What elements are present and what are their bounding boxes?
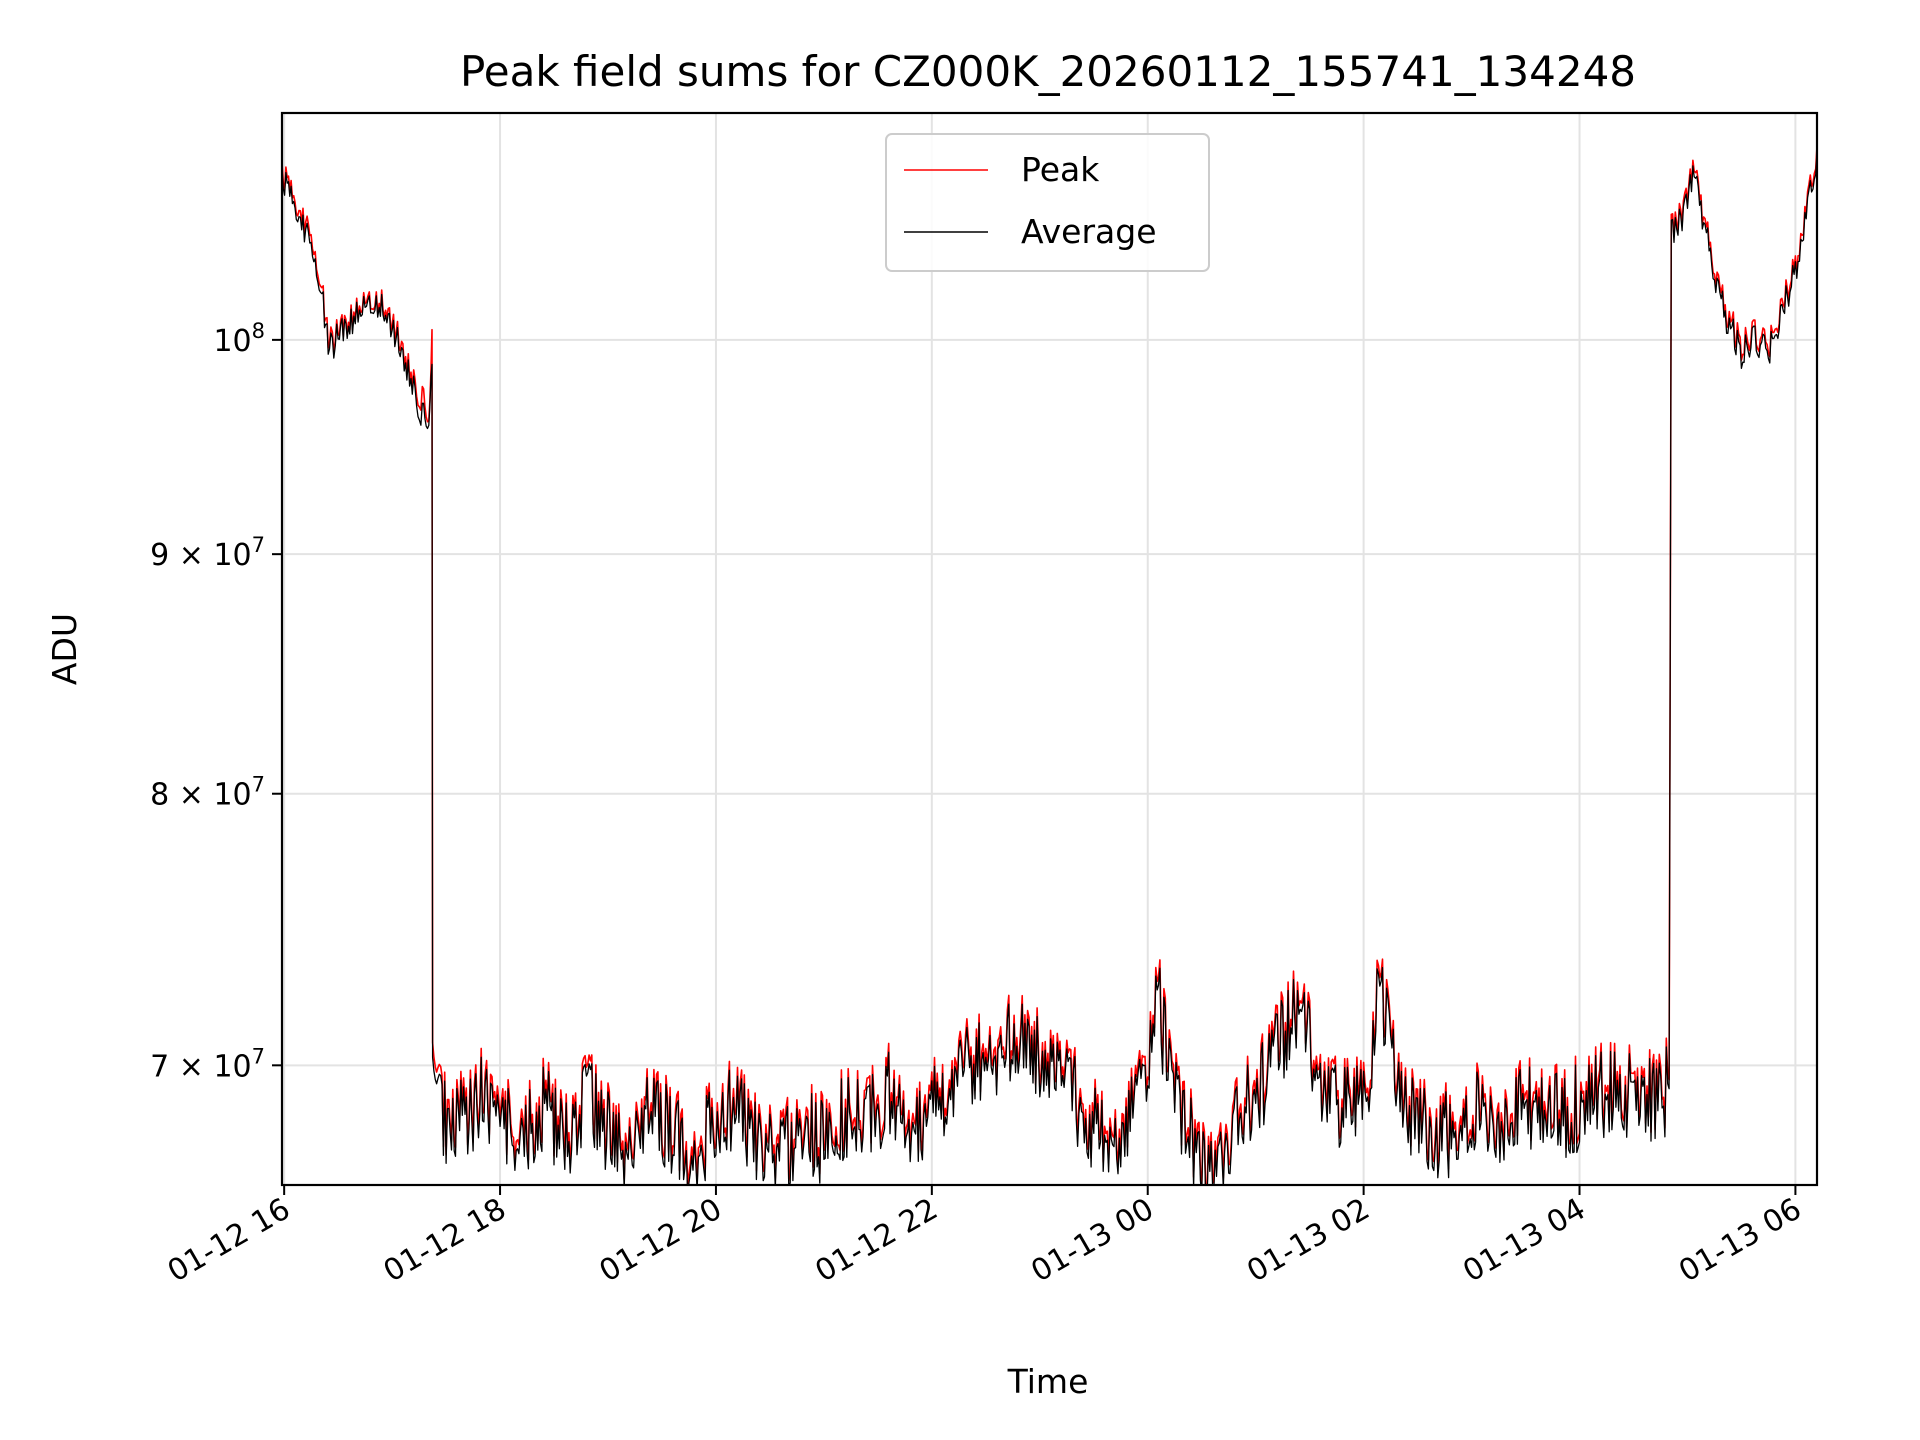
series-layer — [282, 145, 1817, 1185]
legend-average-label: Average — [1021, 212, 1157, 251]
legend-peak-label: Peak — [1021, 150, 1100, 189]
y-tick-label: 9 × 107 — [150, 533, 265, 573]
chart-title: Peak field sums for CZ000K_20260112_1557… — [460, 47, 1636, 96]
series-line-average — [282, 151, 1817, 1185]
y-tick-label: 8 × 107 — [150, 773, 265, 813]
y-axis-label: ADU — [45, 613, 84, 685]
x-axis-label: Time — [1007, 1362, 1089, 1401]
y-tick-label: 7 × 107 — [150, 1044, 265, 1084]
plot-frame — [280, 111, 1819, 1187]
grid-layer — [282, 113, 1817, 1185]
legend: Peak Average — [885, 133, 1210, 272]
legend-box — [885, 133, 1210, 272]
y-tick-label: 108 — [213, 319, 265, 359]
y-axis: 108 9 × 107 8 × 107 7 × 107 — [150, 319, 282, 1084]
